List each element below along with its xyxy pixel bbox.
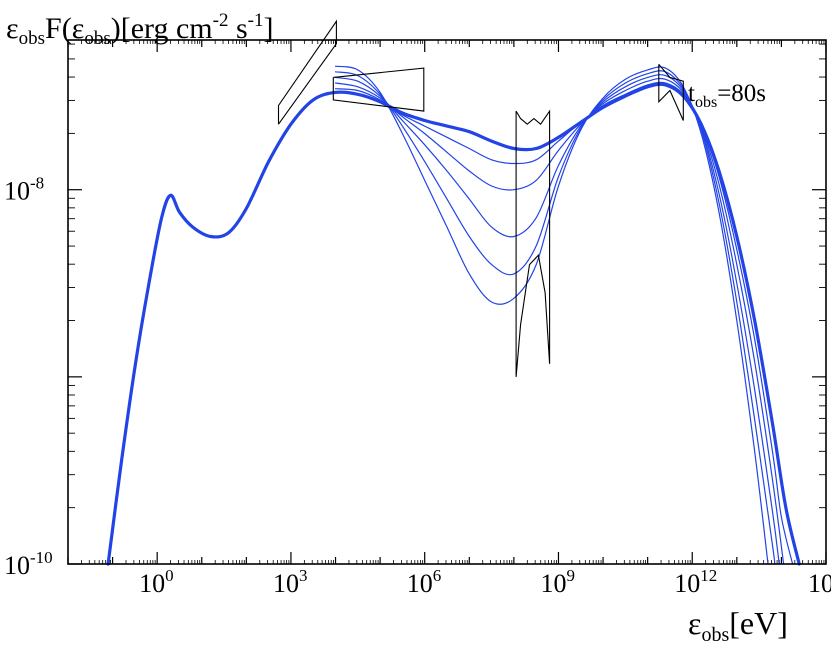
x-tick-label: 103 (273, 566, 308, 598)
x-tick-label: 100 (139, 566, 174, 598)
plot-frame (67, 39, 827, 565)
observation-shape (277, 19, 337, 125)
observation-shape (515, 109, 551, 377)
observed-data-shapes (277, 19, 684, 377)
x-tick-label: 109 (540, 566, 575, 598)
observation-shape (332, 67, 425, 112)
x-tick-label: 1015 (808, 566, 831, 598)
model-curve (106, 82, 801, 566)
time-annotation: tobs=80s (688, 80, 766, 111)
axis-ticks (67, 40, 827, 565)
tick-labels: 100 103 106 109 1012 1015 10-8 10-10 (4, 174, 831, 598)
y-tick-label: 10-10 (4, 548, 53, 580)
observation-shape (658, 63, 684, 121)
model-curves (106, 65, 801, 566)
y-tick-label: 10-8 (4, 174, 44, 206)
model-curve (334, 77, 785, 565)
y-axis-label: εobsF(εobs)[erg cm-2 s-1] (6, 10, 273, 49)
x-tick-label: 106 (407, 566, 442, 598)
x-axis-label: εobs[eV] (688, 605, 788, 646)
x-tick-label: 1012 (674, 566, 717, 598)
model-curve (334, 65, 769, 565)
